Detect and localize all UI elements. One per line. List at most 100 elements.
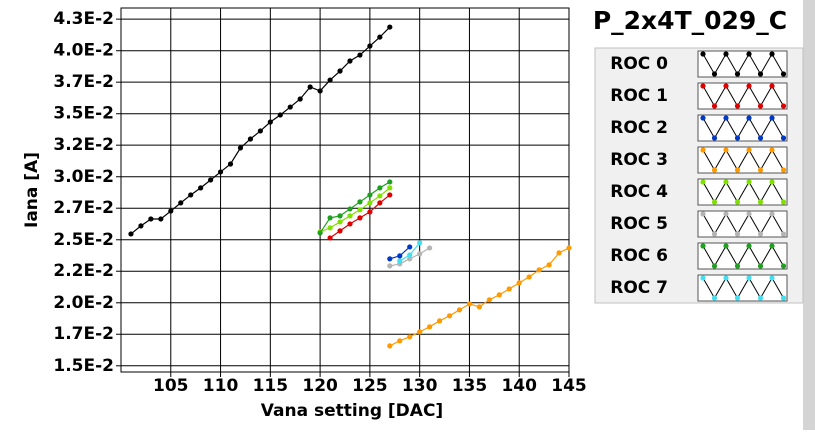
data-point [407, 252, 413, 258]
legend-swatch-dot [711, 295, 718, 301]
legend-swatch-dot [746, 211, 752, 217]
data-point [436, 318, 443, 324]
data-point [307, 84, 313, 90]
legend-label: ROC 2 [610, 118, 668, 138]
legend-swatch-line [702, 244, 784, 268]
legend-swatch-dot [757, 199, 764, 205]
chart-title: P_2x4T_029_C [593, 6, 787, 35]
legend-swatch-dot [780, 103, 787, 109]
data-point [347, 213, 353, 219]
x-tick-label: 110 [203, 376, 239, 396]
legend-swatch-dot [780, 167, 787, 173]
data-point [367, 200, 373, 206]
data-point [377, 200, 383, 206]
data-point [347, 206, 353, 212]
data-point [188, 192, 194, 198]
data-point [347, 58, 353, 64]
data-point [427, 324, 433, 330]
legend-swatch-dot [757, 167, 764, 173]
legend-swatch-dot [711, 199, 718, 205]
x-tick-label: 130 [402, 376, 438, 396]
data-point [476, 304, 482, 310]
legend-label: ROC 0 [610, 54, 668, 74]
legend-swatch-dot [734, 295, 741, 301]
data-point [486, 297, 492, 303]
data-point [217, 169, 224, 175]
data-point [377, 34, 383, 40]
legend-swatch-line [702, 116, 784, 140]
legend-swatch-line [702, 52, 784, 76]
data-point [387, 263, 393, 269]
legend-swatch-dot [734, 135, 741, 141]
data-point [317, 230, 323, 236]
legend-label: ROC 5 [610, 214, 668, 234]
legend-swatch-dot [711, 103, 718, 109]
data-point [367, 209, 373, 215]
data-point [546, 262, 552, 268]
legend-swatch-line [702, 212, 784, 236]
data-point [446, 313, 453, 319]
y-tick-label: 2.2E-2 [53, 261, 114, 281]
data-point [397, 338, 403, 344]
data-point [526, 274, 532, 280]
y-tick-label: 2.5E-2 [53, 230, 114, 250]
legend-swatch-dot [734, 167, 741, 173]
data-point [417, 251, 423, 257]
legend-swatch-dot [757, 135, 764, 141]
x-tick-label: 135 [452, 376, 488, 396]
legend-swatch-dot [757, 103, 764, 109]
y-tick-label: 3.5E-2 [53, 104, 114, 124]
y-tick-label: 1.7E-2 [53, 324, 114, 344]
legend-swatch-line [702, 276, 784, 300]
legend-swatch-dot [780, 263, 787, 269]
data-point [208, 177, 214, 183]
legend-swatch-dot [746, 83, 752, 89]
data-point [367, 192, 373, 198]
y-tick-label: 4.3E-2 [53, 9, 114, 29]
y-tick-label: 3.0E-2 [53, 167, 114, 187]
legend-swatch-dot [780, 199, 787, 205]
y-tick-label: 2.7E-2 [53, 198, 114, 218]
data-point [496, 292, 502, 298]
legend-swatch-dot [757, 263, 764, 269]
legend-label: ROC 3 [610, 150, 668, 170]
legend-swatch-dot [711, 231, 718, 237]
x-tick-label: 125 [352, 376, 388, 396]
legend-swatch-dot [757, 71, 764, 77]
data-point [357, 199, 363, 205]
legend-label: ROC 1 [610, 86, 668, 106]
data-point [536, 267, 542, 273]
data-point [506, 286, 512, 292]
legend-swatch-dot [700, 147, 706, 153]
data-point [357, 215, 363, 221]
data-point [387, 256, 393, 262]
legend-swatch-dot [746, 243, 752, 249]
legend-swatch-dot [723, 275, 729, 281]
data-point [556, 250, 562, 256]
data-point [466, 301, 473, 307]
data-point [198, 185, 204, 191]
data-point [357, 52, 363, 58]
legend-swatch-dot [723, 115, 729, 121]
legend-swatch-dot [746, 51, 752, 57]
legend-swatch-dot [711, 135, 718, 141]
legend-swatch-dot [746, 275, 752, 281]
legend-swatch-dot [769, 147, 775, 153]
legend-label: ROC 6 [610, 246, 668, 266]
data-point [387, 24, 393, 30]
legend-swatch-dot [780, 231, 787, 237]
data-point [138, 223, 144, 229]
y-tick-label: 2.0E-2 [53, 293, 114, 313]
legend-label: ROC 7 [610, 278, 668, 298]
data-point [387, 185, 393, 191]
scrollbar[interactable] [803, 0, 815, 430]
x-tick-label: 145 [551, 376, 587, 396]
data-point [247, 136, 254, 142]
legend-swatch-dot [734, 263, 741, 269]
legend-label: ROC 4 [610, 182, 668, 202]
legend-swatch-dot [700, 243, 706, 249]
data-point [377, 185, 383, 191]
legend-swatch-dot [700, 115, 706, 121]
data-point [337, 213, 343, 219]
legend-swatch-dot [734, 231, 741, 237]
